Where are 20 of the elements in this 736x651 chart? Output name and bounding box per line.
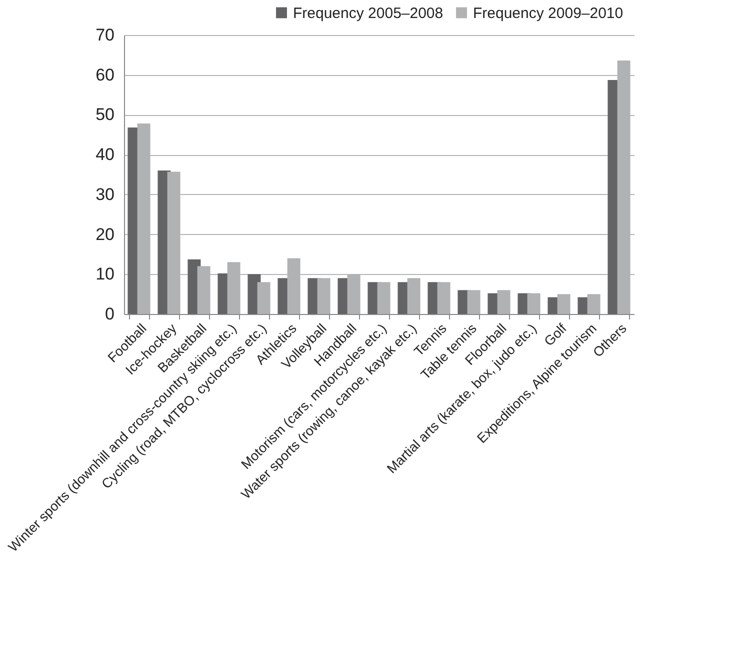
y-tick-label: 50 [96, 105, 114, 124]
y-tick-label: 30 [96, 184, 114, 204]
bar [317, 278, 330, 314]
bar [257, 282, 270, 314]
bar [437, 282, 450, 314]
y-tick-label: 40 [96, 145, 114, 164]
bar [587, 294, 600, 314]
bar [377, 282, 390, 314]
legend-label: Frequency 2009–2010 [473, 4, 624, 22]
bar [467, 290, 480, 314]
y-tick-label: 0 [105, 304, 114, 324]
y-tick-label: 70 [96, 26, 114, 44]
bar [557, 294, 570, 314]
bar [527, 293, 540, 314]
y-tick-label: 60 [96, 65, 114, 84]
bar [497, 290, 510, 314]
legend-label: Frequency 2005–2008 [293, 4, 444, 22]
y-tick-label: 20 [96, 224, 114, 244]
bar [407, 278, 420, 314]
y-tick-label: 10 [96, 264, 114, 284]
